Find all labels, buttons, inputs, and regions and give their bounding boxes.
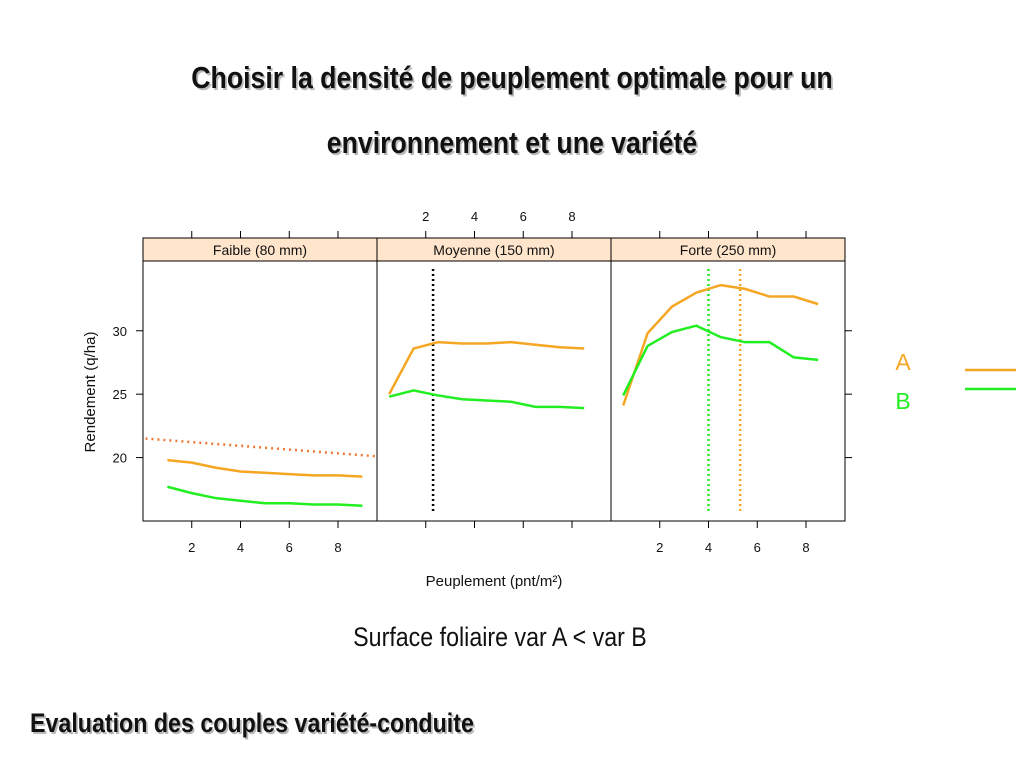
y-axis-label: Rendement (q/ha) <box>82 332 99 453</box>
legend-label-B: B <box>895 388 910 414</box>
series-line-A <box>622 283 819 406</box>
series-line-B <box>167 485 363 508</box>
x-tick-label: 2 <box>188 540 195 555</box>
x-tick-label: 6 <box>520 209 527 224</box>
x-tick-label: 6 <box>754 540 761 555</box>
series-line-A <box>167 458 363 478</box>
panel-strip-label: Forte (250 mm) <box>680 242 776 258</box>
x-tick-label: 4 <box>705 540 712 555</box>
series-line-A <box>388 340 585 395</box>
panel-strip-label: Moyenne (150 mm) <box>433 242 554 258</box>
legend-label-A: A <box>895 349 911 375</box>
series-line-B <box>622 324 819 396</box>
x-tick-label: 4 <box>471 209 478 224</box>
x-tick-label: 2 <box>656 540 663 555</box>
x-tick-label: 4 <box>237 540 244 555</box>
page-title-line1: Choisir la densité de peuplement optimal… <box>191 60 833 95</box>
x-tick-label: 8 <box>334 540 341 555</box>
x-tick-label: 8 <box>568 209 575 224</box>
x-tick-label: 8 <box>802 540 809 555</box>
panel-frame <box>610 260 846 522</box>
y-tick-label: 25 <box>113 387 127 402</box>
x-tick-label: 6 <box>286 540 293 555</box>
bottom-caption: Evaluation des couples variété-conduite <box>30 708 474 738</box>
x-axis-label: Peuplement (pnt/m²) <box>426 573 563 590</box>
y-tick-label: 30 <box>113 324 127 339</box>
panel-frame <box>142 260 378 522</box>
x-tick-label: 2 <box>422 209 429 224</box>
series-line-B <box>388 389 585 410</box>
y-tick-label: 20 <box>113 451 127 466</box>
panel-strip-label: Faible (80 mm) <box>213 242 307 258</box>
page-title-line2: environnement et une variété <box>326 125 698 160</box>
trend-line <box>145 437 378 458</box>
surface-caption: Surface foliaire var A < var B <box>353 622 647 652</box>
